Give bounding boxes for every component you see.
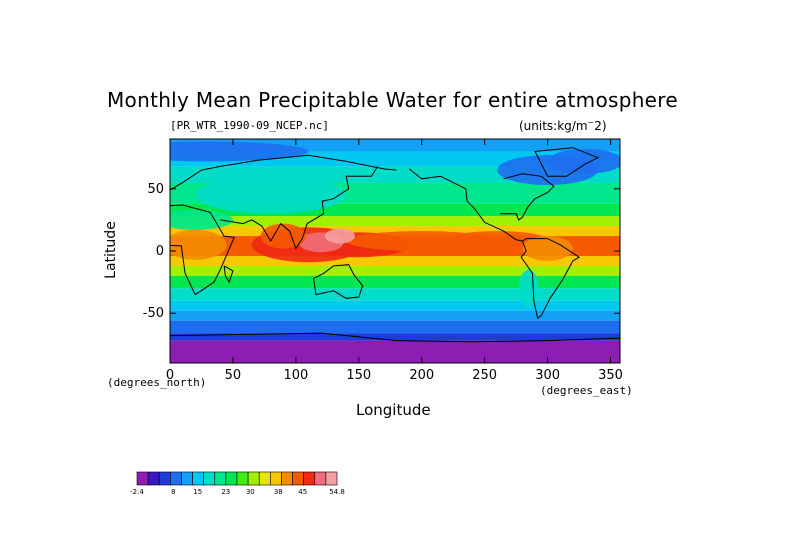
coastline	[499, 173, 555, 221]
colorbar-swatch	[147, 471, 160, 486]
colorbar-tick-label: 15	[193, 488, 202, 496]
file-name-label: [PR_WTR_1990-09_NCEP.nc]	[170, 119, 329, 132]
lat-band	[170, 275, 620, 289]
colorbar-tick-label: 30	[246, 488, 255, 496]
x-axis-label: Longitude	[356, 401, 431, 419]
colorbar-swatch	[270, 471, 282, 486]
units-label: (units:kg/m~2)	[519, 118, 607, 133]
x-tick-label: 200	[409, 368, 434, 383]
lat-band	[170, 288, 620, 301]
colorbar-tick-label: 38	[274, 488, 283, 496]
y-units-note: (degrees_north)	[107, 376, 207, 389]
lat-band	[170, 310, 620, 321]
colorbar-swatch	[281, 471, 293, 486]
x-axis-ticks: 0 50 100 150 200 250 300 350	[166, 139, 623, 383]
coastlines	[170, 147, 620, 343]
colorbar-swatch	[192, 471, 204, 486]
colorbar-swatch	[203, 471, 216, 486]
lat-band	[170, 333, 620, 341]
x-tick-label: 250	[472, 368, 497, 383]
field-blob	[260, 223, 306, 249]
colorbar-swatch	[303, 471, 316, 486]
y-tick-label: 50	[147, 182, 164, 197]
coastline	[223, 265, 234, 284]
x-tick-label: 150	[346, 368, 371, 383]
field-blob	[446, 231, 548, 249]
lat-band	[170, 265, 620, 276]
lat-band	[170, 226, 620, 237]
x-tick-label: 100	[283, 368, 308, 383]
colorbar-tick-label: 45	[298, 488, 307, 496]
colorbar-swatch	[247, 471, 260, 486]
field-blob	[518, 269, 539, 308]
x-tick-label: 50	[225, 368, 242, 383]
coastline	[220, 166, 379, 250]
field-blob	[522, 236, 573, 261]
colorbar-swatch	[158, 471, 171, 486]
colorbar-swatch	[136, 471, 149, 486]
x-tick-label: 350	[598, 368, 623, 383]
units-label-text: (units:kg/m~2)	[519, 118, 607, 133]
coastline	[170, 154, 397, 191]
colorbar-swatch	[170, 471, 182, 486]
lat-band	[170, 340, 620, 363]
y-axis-ticks: -50 0 50	[143, 182, 620, 321]
field-blob	[195, 176, 347, 214]
lat-band	[170, 255, 620, 266]
coastline	[408, 168, 523, 242]
colorbar-tick-label: 54.8	[329, 488, 345, 496]
colorbar-tick-label: 23	[221, 488, 230, 496]
coastline	[170, 204, 235, 296]
y-tick-label: 0	[156, 244, 164, 259]
colorbar-swatch	[292, 471, 304, 486]
lat-band	[170, 320, 620, 334]
coastline	[170, 332, 620, 343]
chart-title: Monthly Mean Precipitable Water for enti…	[107, 88, 678, 112]
lat-band	[170, 216, 620, 227]
colorbar-swatch	[236, 471, 249, 486]
colorbar: -2.4 8 15 23 30 38 45 54.8	[130, 471, 345, 496]
field-blob	[547, 148, 620, 174]
colorbar-swatch	[314, 471, 327, 486]
colorbar-tick-label: 8	[171, 488, 175, 496]
colorbar-swatch	[325, 471, 338, 486]
y-tick-label: -50	[143, 306, 164, 321]
x-units-note: (degrees_east)	[540, 384, 633, 397]
x-tick-label: 300	[535, 368, 560, 383]
colorbar-swatch	[225, 471, 238, 486]
field-blob	[170, 229, 227, 260]
colorbar-swatch	[258, 471, 271, 486]
field-blob	[170, 141, 309, 162]
x-tick-label: 0	[166, 368, 174, 383]
colorbar-swatch	[214, 471, 227, 486]
coastline	[520, 238, 581, 320]
colorbar-swatch	[181, 471, 193, 486]
lat-band	[170, 300, 620, 311]
field-blob	[324, 228, 356, 244]
coastline	[313, 264, 364, 299]
coastline	[534, 147, 600, 177]
colorbar-tick-label: -2.4	[130, 488, 144, 496]
